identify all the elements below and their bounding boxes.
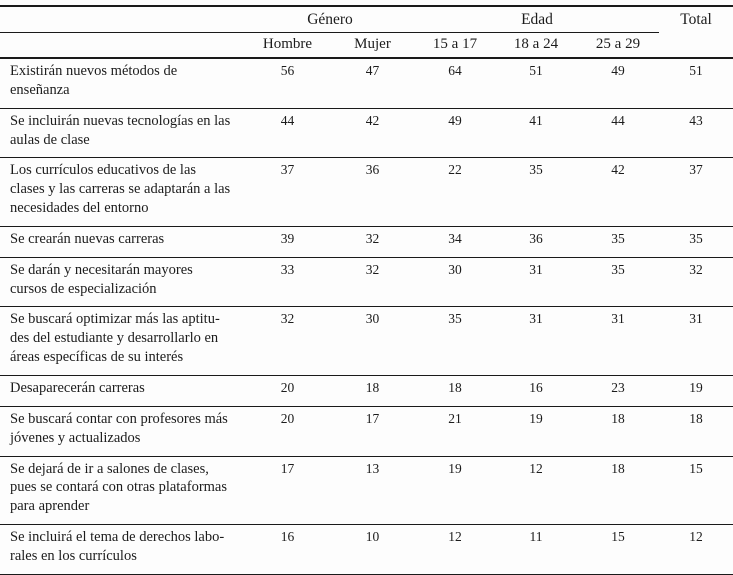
- cell-value: 35: [577, 226, 660, 258]
- cell-value: 35: [577, 257, 660, 308]
- header-group-row: Género Edad Total: [0, 5, 733, 59]
- cell-value: 22: [415, 157, 495, 227]
- cell-value: 35: [495, 157, 577, 227]
- table-body: Existirán nuevos métodos de enseñanza 56 4…: [0, 58, 733, 575]
- cell-value: 31: [659, 306, 733, 376]
- group-header-gender: Género: [245, 5, 415, 33]
- row-label: Se buscará contar con profesores más jóv…: [0, 406, 245, 457]
- cell-value: 56: [245, 58, 330, 109]
- cell-value: 15: [659, 456, 733, 526]
- row-label: Se buscará optimizar más las aptitu- des…: [0, 306, 245, 376]
- cell-value: 16: [495, 375, 577, 407]
- cell-value: 17: [245, 456, 330, 526]
- row-label: Los currículos educativos de las clases …: [0, 157, 245, 227]
- cell-value: 36: [330, 157, 415, 227]
- cell-value: 12: [415, 524, 495, 575]
- cell-value: 13: [330, 456, 415, 526]
- cell-value: 51: [495, 58, 577, 109]
- table-row: Se buscará contar con profesores más jóv…: [0, 406, 733, 457]
- cell-value: 31: [577, 306, 660, 376]
- group-header-age: Edad: [415, 5, 660, 33]
- cell-value: 35: [415, 306, 495, 376]
- cell-value: 64: [415, 58, 495, 109]
- header-columns-row: Hombre Mujer 15 a 17 18 a 24 25 a 29: [0, 32, 733, 59]
- table-row: Se incluirán nuevas tecnologías en las a…: [0, 108, 733, 159]
- cell-value: 20: [245, 375, 330, 407]
- cell-value: 18: [659, 406, 733, 457]
- corner-cell: [0, 5, 245, 33]
- cell-value: 44: [245, 108, 330, 159]
- cell-value: 32: [659, 257, 733, 308]
- cell-value: 12: [495, 456, 577, 526]
- cell-value: 18: [415, 375, 495, 407]
- column-header-hombre: Hombre: [245, 32, 330, 59]
- cell-value: 15: [577, 524, 660, 575]
- survey-results-table: Género Edad Total Hombre Mujer 15 a 17 1…: [0, 5, 733, 575]
- table-row: Se crearán nuevas carreras 39 32 34 36 35 35: [0, 226, 733, 258]
- table-row: Se dejará de ir a salones de clases, pue…: [0, 456, 733, 526]
- cell-value: 47: [330, 58, 415, 109]
- cell-value: 16: [245, 524, 330, 575]
- cell-value: 32: [245, 306, 330, 376]
- row-label: Se dejará de ir a salones de clases, pue…: [0, 456, 245, 526]
- row-label: Se incluirá el tema de derechos labo- ra…: [0, 524, 245, 575]
- row-label: Se darán y necesitarán mayores cursos de…: [0, 257, 245, 308]
- column-header-25a29: 25 a 29: [577, 32, 660, 59]
- cell-value: 19: [495, 406, 577, 457]
- row-label: Se crearán nuevas carreras: [0, 226, 245, 258]
- cell-value: 41: [495, 108, 577, 159]
- cell-value: 23: [577, 375, 660, 407]
- row-label: Existirán nuevos métodos de enseñanza: [0, 58, 245, 109]
- group-header-total: Total: [659, 5, 733, 59]
- cell-value: 21: [415, 406, 495, 457]
- cell-value: 31: [495, 306, 577, 376]
- cell-value: 32: [330, 257, 415, 308]
- column-header-15a17: 15 a 17: [415, 32, 495, 59]
- column-header-18a24: 18 a 24: [495, 32, 577, 59]
- table-row: Desaparecerán carreras 20 18 18 16 23 19: [0, 375, 733, 407]
- cell-value: 30: [415, 257, 495, 308]
- row-label: Se incluirán nuevas tecnologías en las a…: [0, 108, 245, 159]
- column-header-mujer: Mujer: [330, 32, 415, 59]
- cell-value: 36: [495, 226, 577, 258]
- table-row: Los currículos educativos de las clases …: [0, 157, 733, 227]
- row-label: Desaparecerán carreras: [0, 375, 245, 407]
- cell-value: 19: [659, 375, 733, 407]
- cell-value: 44: [577, 108, 660, 159]
- table-row: Se incluirá el tema de derechos labo- ra…: [0, 524, 733, 575]
- table-row: Se darán y necesitarán mayores cursos de…: [0, 257, 733, 308]
- cell-value: 18: [577, 456, 660, 526]
- cell-value: 19: [415, 456, 495, 526]
- cell-value: 18: [577, 406, 660, 457]
- cell-value: 51: [659, 58, 733, 109]
- cell-value: 35: [659, 226, 733, 258]
- cell-value: 30: [330, 306, 415, 376]
- cell-value: 49: [577, 58, 660, 109]
- table-row: Se buscará optimizar más las aptitu- des…: [0, 306, 733, 376]
- cell-value: 31: [495, 257, 577, 308]
- cell-value: 20: [245, 406, 330, 457]
- corner-cell: [0, 32, 245, 59]
- cell-value: 18: [330, 375, 415, 407]
- cell-value: 39: [245, 226, 330, 258]
- table-header: Género Edad Total Hombre Mujer 15 a 17 1…: [0, 5, 733, 59]
- cell-value: 37: [245, 157, 330, 227]
- cell-value: 37: [659, 157, 733, 227]
- cell-value: 12: [659, 524, 733, 575]
- cell-value: 43: [659, 108, 733, 159]
- cell-value: 10: [330, 524, 415, 575]
- table-row: Existirán nuevos métodos de enseñanza 56 4…: [0, 58, 733, 109]
- cell-value: 11: [495, 524, 577, 575]
- cell-value: 42: [330, 108, 415, 159]
- cell-value: 49: [415, 108, 495, 159]
- cell-value: 34: [415, 226, 495, 258]
- cell-value: 42: [577, 157, 660, 227]
- cell-value: 17: [330, 406, 415, 457]
- cell-value: 32: [330, 226, 415, 258]
- cell-value: 33: [245, 257, 330, 308]
